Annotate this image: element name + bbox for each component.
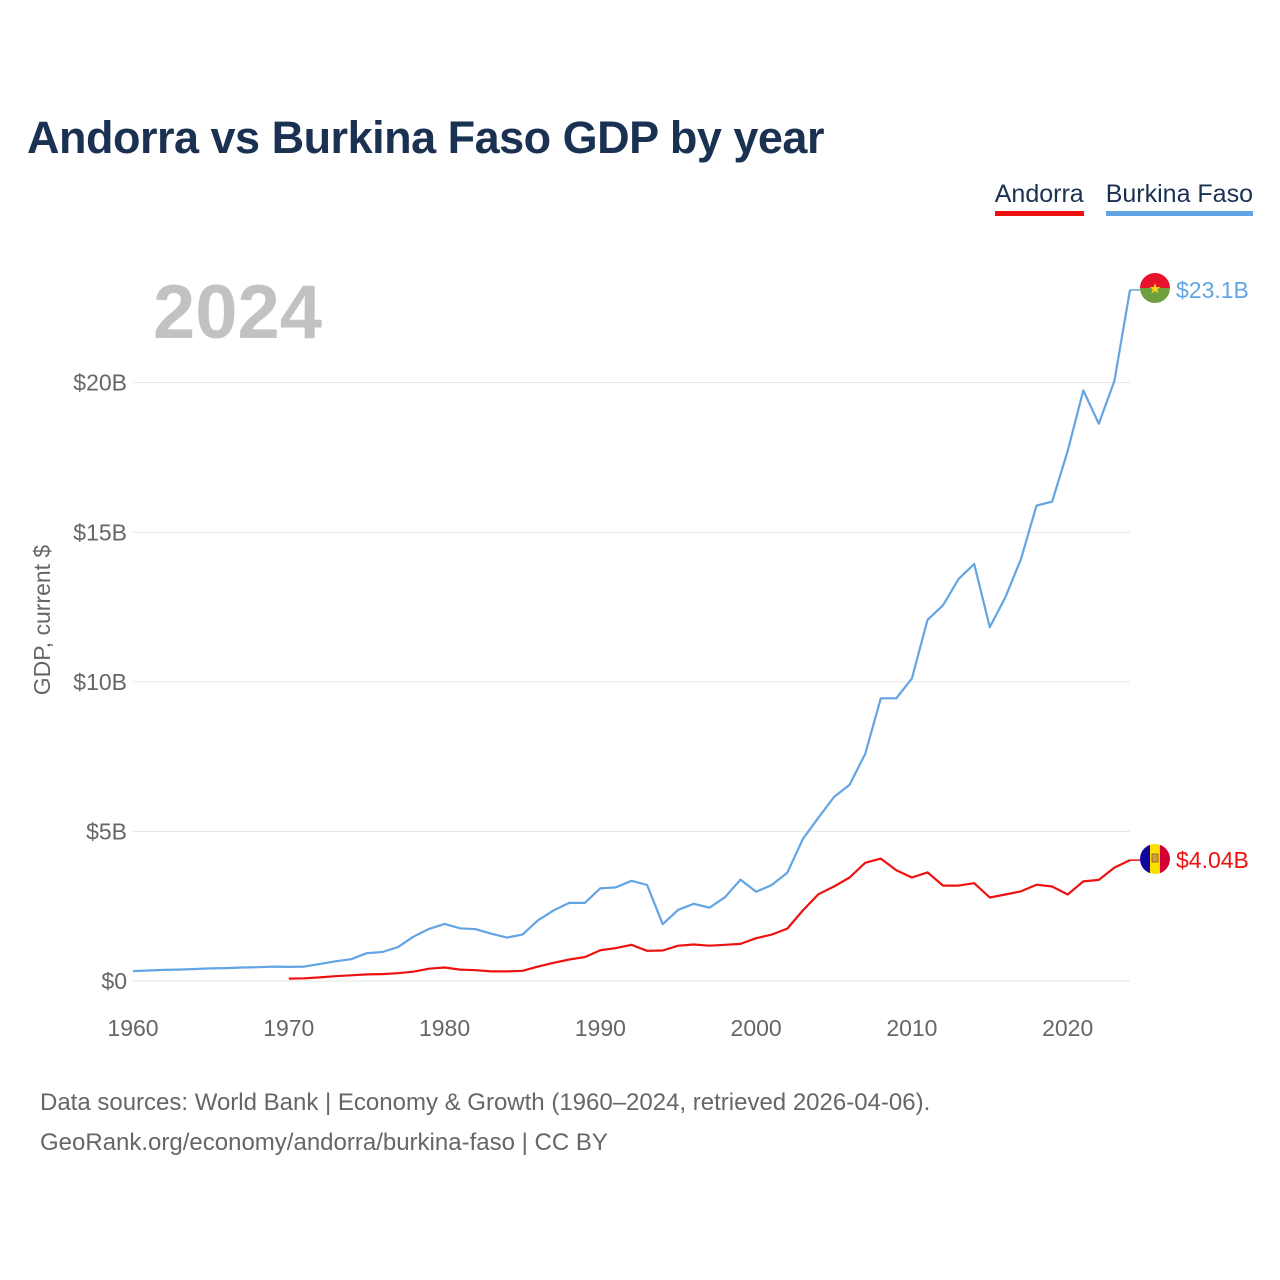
year-label: 2024: [153, 270, 322, 355]
end-value-label: $4.04B: [1176, 847, 1249, 873]
y-tick-label: $10B: [73, 669, 127, 695]
legend: Andorra Burkina Faso: [994, 180, 1253, 216]
chart-title: Andorra vs Burkina Faso GDP by year: [27, 112, 824, 163]
x-tick-label: 1980: [419, 1015, 470, 1041]
y-axis-label: GDP, current $: [29, 545, 55, 696]
footer-link[interactable]: GeoRank.org/economy/andorra/burkina-faso…: [40, 1129, 608, 1156]
x-tick-label: 1970: [263, 1015, 314, 1041]
legend-item-burkina-faso[interactable]: Burkina Faso: [1105, 180, 1253, 216]
footer: Data sources: World Bank | Economy & Gro…: [40, 1083, 930, 1163]
x-tick-label: 2000: [731, 1015, 782, 1041]
andorra-flag-icon: [1140, 844, 1170, 874]
x-tick-label: 2010: [886, 1015, 937, 1041]
x-tick-label: 1960: [107, 1015, 158, 1041]
footer-sources: Data sources: World Bank | Economy & Gro…: [40, 1089, 931, 1116]
y-tick-label: $15B: [73, 519, 127, 545]
legend-item-andorra[interactable]: Andorra: [994, 180, 1084, 216]
y-tick-label: $5B: [86, 818, 127, 844]
y-tick-label: $20B: [73, 370, 127, 396]
burkina-faso-flag-icon: [1140, 273, 1170, 303]
series-line-burkina-faso[interactable]: [132, 289, 1132, 973]
series-line-andorra[interactable]: [288, 857, 1131, 980]
y-tick-label: $0: [101, 968, 127, 994]
x-tick-label: 1990: [575, 1015, 626, 1041]
x-tick-label: 2020: [1042, 1015, 1093, 1041]
end-value-label: $23.1B: [1176, 277, 1249, 303]
